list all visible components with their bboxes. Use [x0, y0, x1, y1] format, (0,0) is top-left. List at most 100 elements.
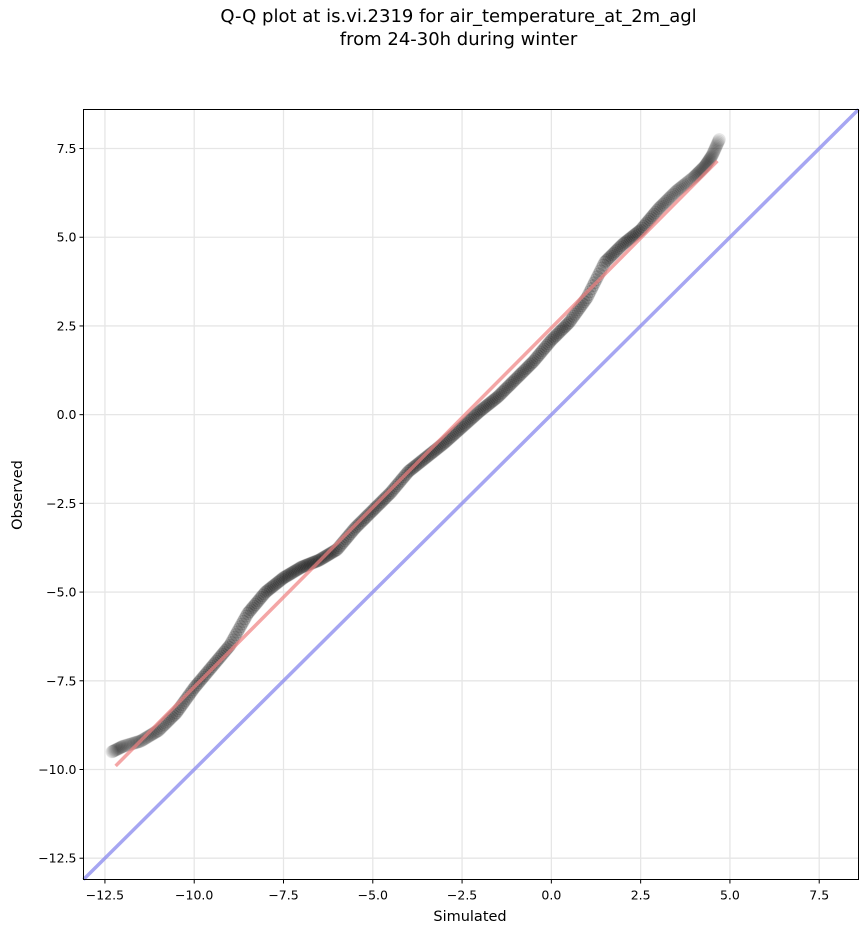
- x-axis-label: Simulated: [433, 909, 506, 925]
- quantile-point: [266, 579, 280, 593]
- quantile-point: [708, 140, 723, 155]
- quantile-point: [290, 563, 304, 577]
- quantile-point: [364, 505, 378, 519]
- quantile-point: [294, 560, 309, 574]
- quantile-point: [564, 313, 578, 328]
- quantile-point: [659, 194, 673, 209]
- quantile-point: [270, 575, 285, 590]
- quantile-point: [531, 349, 545, 363]
- quantile-point: [293, 561, 307, 575]
- quantile-point: [528, 352, 542, 367]
- quantile-point: [589, 273, 603, 287]
- quantile-point: [250, 596, 264, 610]
- quantile-point: [711, 134, 726, 148]
- quantile-point: [657, 196, 672, 210]
- x-tick-label: −5.0: [358, 888, 388, 903]
- quantile-point: [680, 176, 694, 190]
- quantile-point: [227, 630, 242, 645]
- quantile-point: [561, 317, 575, 331]
- quantile-point: [662, 191, 676, 206]
- quantile-point: [480, 398, 495, 412]
- quantile-point: [111, 741, 126, 756]
- quantile-point: [456, 419, 471, 433]
- quantile-point: [112, 741, 126, 755]
- quantile-point: [491, 390, 505, 404]
- quantile-point: [610, 243, 624, 257]
- quantile-point: [555, 323, 569, 337]
- quantile-point: [455, 420, 469, 434]
- plot-frame: [83, 109, 859, 880]
- quantile-point: [209, 654, 224, 668]
- quantile-point: [450, 424, 465, 438]
- quantile-point: [665, 188, 679, 203]
- quantile-point: [299, 558, 313, 573]
- quantile-point: [616, 237, 630, 252]
- quantile-point: [369, 500, 383, 515]
- quantile-point: [565, 311, 579, 325]
- quantile-point: [568, 307, 582, 321]
- quantile-point: [625, 230, 639, 244]
- quantile-point: [547, 330, 562, 344]
- quantile-point: [650, 203, 664, 218]
- quantile-point: [566, 309, 581, 323]
- quantile-point: [275, 572, 289, 586]
- quantile-point: [534, 345, 548, 360]
- quantile-point: [546, 331, 560, 346]
- y-tick-label: −12.5: [38, 851, 76, 866]
- quantile-point: [273, 573, 288, 587]
- x-tick-label: 7.5: [809, 888, 829, 903]
- quantile-point: [239, 609, 253, 623]
- quantile-point: [284, 566, 298, 581]
- quantile-point: [602, 250, 617, 265]
- identity-line-group: [82, 108, 860, 881]
- quantile-point: [418, 451, 432, 466]
- quantile-point: [345, 525, 359, 539]
- quantile-point: [248, 597, 262, 612]
- quantile-point: [704, 150, 718, 165]
- quantile-point: [552, 326, 566, 340]
- quantile-point: [508, 372, 523, 386]
- quantile-point: [486, 393, 501, 408]
- quantile-point: [529, 351, 544, 365]
- quantile-point: [322, 547, 337, 561]
- quantile-point: [252, 592, 267, 606]
- quantile-point: [181, 689, 195, 703]
- quantile-point: [653, 200, 667, 215]
- quantile-point: [583, 284, 597, 299]
- quantile-point: [115, 740, 129, 754]
- quantile-point: [251, 594, 265, 608]
- quantile-point: [706, 146, 720, 160]
- quantile-point: [380, 488, 395, 503]
- quantile-point: [114, 740, 128, 755]
- grid-lines: [83, 109, 859, 880]
- quantile-point: [281, 568, 295, 582]
- fit-line: [114, 159, 719, 768]
- quantile-point: [258, 585, 273, 599]
- quantile-point: [467, 409, 481, 424]
- quantile-point: [671, 183, 685, 197]
- quantile-point: [245, 601, 259, 615]
- quantile-point: [703, 151, 717, 165]
- x-tick-label: −12.5: [86, 888, 124, 903]
- quantile-point: [656, 197, 670, 212]
- y-tick-label: 7.5: [57, 141, 77, 156]
- quantile-point: [113, 741, 127, 755]
- quantile-point: [522, 359, 536, 373]
- quantile-point: [514, 366, 529, 380]
- quantile-point: [712, 132, 726, 147]
- quantile-point: [622, 232, 636, 247]
- quantile-point: [605, 247, 620, 262]
- quantile-point: [607, 246, 621, 260]
- quantile-point: [627, 228, 642, 242]
- quantile-point: [419, 450, 434, 464]
- quantile-point: [550, 327, 565, 341]
- quantile-point: [229, 627, 243, 642]
- quantile-point: [354, 515, 368, 529]
- quantile-point: [668, 185, 682, 200]
- quantile-point: [485, 394, 499, 409]
- quantile-point: [507, 373, 521, 388]
- quantile-point: [707, 143, 722, 158]
- y-axis-ticks: −12.5 −10.0 −7.5 −5.0 −2.5 0.0 2.5 5.0 7.5: [38, 141, 84, 866]
- quantile-point: [704, 149, 719, 164]
